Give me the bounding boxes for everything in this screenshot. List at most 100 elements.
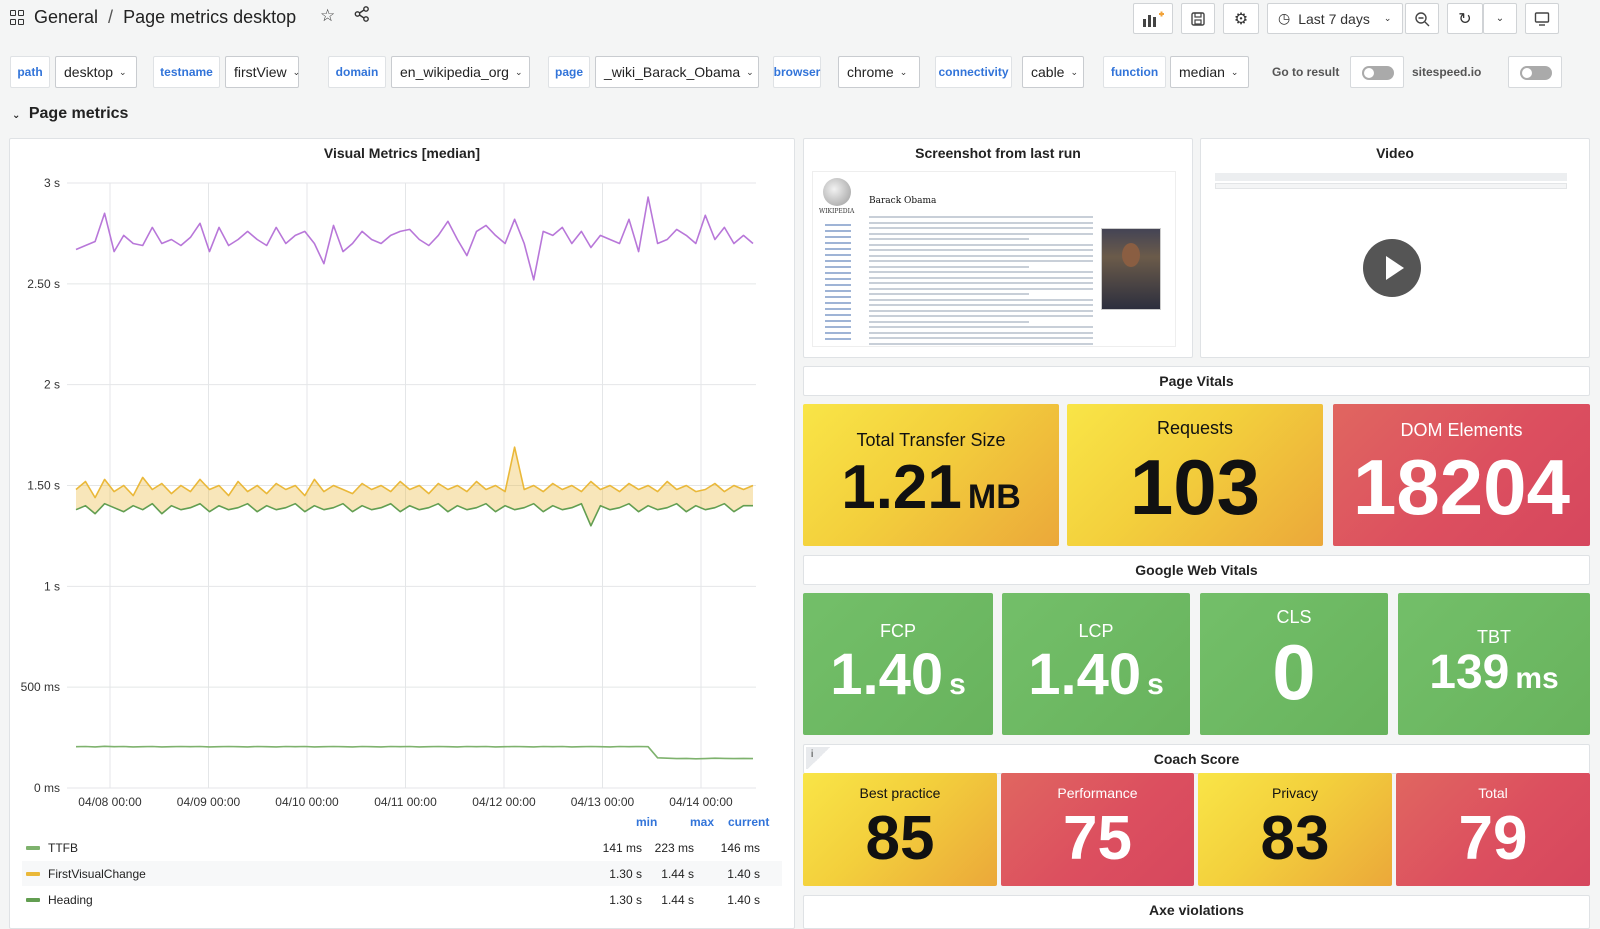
legend-row[interactable]: FirstVisualChange 1.30 s 1.44 s 1.40 s <box>22 861 782 886</box>
time-range-picker[interactable]: ◷ Last 7 days ⌄ <box>1267 3 1403 34</box>
legend-series-name[interactable]: FirstVisualChange <box>48 867 146 881</box>
screenshot-panel: Screenshot from last run WIKIPEDIA Barac… <box>803 138 1193 358</box>
series-line-ttfb <box>75 745 754 760</box>
breadcrumb-separator: / <box>108 7 114 27</box>
star-icon[interactable]: ☆ <box>320 6 336 25</box>
variable-value: chrome <box>847 64 894 80</box>
top-navbar: General / Page metrics desktop ☆ ⚙ ◷ Las… <box>0 0 1600 40</box>
save-dashboard-button[interactable] <box>1181 3 1215 34</box>
wiki-sidebar-link <box>825 338 851 340</box>
add-panel-button[interactable] <box>1133 3 1173 34</box>
stat-value: 1.40 s <box>830 642 966 707</box>
wiki-text-line <box>869 315 1093 317</box>
wiki-sidebar-link <box>825 236 851 238</box>
stat-label: CLS <box>1276 607 1312 627</box>
sitespeed-label: sitespeed.io <box>1412 65 1482 79</box>
add-panel-icon <box>1143 11 1164 27</box>
sitespeed-toggle[interactable] <box>1508 56 1562 88</box>
dashboard-title[interactable]: Page metrics desktop <box>123 7 297 27</box>
legend-header-current[interactable]: current <box>728 815 770 829</box>
panel-title: Coach Score <box>1153 751 1240 767</box>
stat-dom-elements[interactable]: DOM Elements 18204 <box>1333 404 1590 546</box>
variable-select-browser[interactable]: chrome ⌄ <box>838 56 920 88</box>
chevron-down-icon: ⌄ <box>514 66 523 77</box>
wiki-text-line <box>869 243 1093 246</box>
visual-metrics-chart[interactable]: 0 ms 500 ms 1 s 1.50 s 2 s 2.50 s 3 s 04/08 00:… <box>10 139 796 819</box>
legend-row[interactable]: Heading 1.30 s 1.44 s 1.40 s <box>22 887 782 912</box>
stat-total-transfer-size[interactable]: Total Transfer Size 1.21 MB <box>803 404 1059 546</box>
legend-header-min[interactable]: min <box>636 815 658 829</box>
video-browser-toolbar <box>1215 173 1567 181</box>
variable-select-domain[interactable]: en_wikipedia_org ⌄ <box>391 56 530 88</box>
stat-fcp[interactable]: FCP 1.40 s <box>803 593 993 735</box>
info-icon[interactable]: i <box>806 747 832 769</box>
wiki-sidebar-link <box>825 272 851 274</box>
stat-tbt[interactable]: TBT 139 ms <box>1398 593 1590 735</box>
wiki-text-line <box>869 265 1029 268</box>
wiki-sidebar-link <box>825 260 851 262</box>
variable-select-testname[interactable]: firstView ⌄ <box>225 56 300 88</box>
video-address-bar <box>1215 183 1567 189</box>
stat-total[interactable]: Total 79 <box>1396 773 1590 886</box>
stat-requests[interactable]: Requests 103 <box>1067 404 1323 546</box>
stat-label: Privacy <box>1272 785 1318 801</box>
zoom-out-button[interactable] <box>1405 3 1439 34</box>
stat-value: 83 <box>1260 804 1330 873</box>
legend-series-name[interactable]: Heading <box>48 893 93 907</box>
stat-label: Best practice <box>859 785 941 801</box>
panel-title: Screenshot from last run <box>915 145 1081 161</box>
dashboards-grid-icon[interactable] <box>10 10 26 26</box>
x-tick-label: 04/10 00:00 <box>275 795 339 809</box>
x-tick-label: 04/08 00:00 <box>78 795 142 809</box>
tv-mode-button[interactable] <box>1525 3 1559 34</box>
wiki-text-line <box>869 232 1093 235</box>
stat-privacy[interactable]: Privacy 83 <box>1198 773 1392 886</box>
refresh-icon: ↻ <box>1458 10 1472 28</box>
stat-lcp[interactable]: LCP 1.40 s <box>1002 593 1190 735</box>
settings-button[interactable]: ⚙ <box>1223 3 1259 34</box>
legend-header-max[interactable]: max <box>690 815 715 829</box>
variable-select-page[interactable]: _wiki_Barack_Obama ⌄ <box>595 56 759 88</box>
stat-label: Total Transfer Size <box>856 430 1006 450</box>
wiki-text-line <box>869 216 1093 218</box>
stat-best-practice[interactable]: Best practice 85 <box>803 773 997 886</box>
play-icon[interactable] <box>1363 239 1421 297</box>
legend-max-value: 1.44 s <box>661 893 694 907</box>
wiki-text-line <box>869 287 1093 290</box>
go-to-result-toggle[interactable] <box>1350 56 1404 88</box>
y-tick-label: 3 s <box>44 176 60 190</box>
y-tick-label: 1 s <box>44 579 60 593</box>
variable-select-function[interactable]: median ⌄ <box>1170 56 1249 88</box>
refresh-button[interactable]: ↻ <box>1447 3 1483 34</box>
x-tick-label: 04/12 00:00 <box>472 795 536 809</box>
variable-label-function: function <box>1103 56 1166 88</box>
google-web-vitals-header: Google Web Vitals <box>803 555 1590 585</box>
screenshot-image[interactable]: WIKIPEDIA Barack Obama <box>812 171 1176 347</box>
stat-value: 103 <box>1129 443 1261 531</box>
stat-label: Performance <box>1057 785 1138 801</box>
series-line-lastvisualchange <box>75 196 754 281</box>
legend-series-name[interactable]: TTFB <box>48 841 78 855</box>
video-player[interactable] <box>1209 171 1573 347</box>
variable-select-connectivity[interactable]: cable ⌄ <box>1022 56 1084 88</box>
x-tick-label: 04/09 00:00 <box>177 795 241 809</box>
share-icon[interactable] <box>354 6 370 27</box>
stat-performance[interactable]: Performance 75 <box>1001 773 1194 886</box>
chevron-down-icon: ⌄ <box>12 110 21 121</box>
wiki-text-line <box>869 254 1093 257</box>
refresh-interval-dropdown[interactable]: ⌄ <box>1483 3 1517 34</box>
x-tick-label: 04/13 00:00 <box>571 795 635 809</box>
legend-row[interactable]: TTFB 141 ms 223 ms 146 ms <box>22 835 782 860</box>
wiki-text-line <box>869 326 1093 328</box>
wiki-sidebar-link <box>825 266 851 268</box>
breadcrumb-folder[interactable]: General <box>34 7 99 27</box>
row-header-page-metrics[interactable]: ⌄ Page metrics <box>12 105 128 123</box>
panel-title[interactable]: Visual Metrics [median] <box>323 145 481 161</box>
wiki-text-line <box>869 221 1093 224</box>
legend-current-value: 146 ms <box>720 841 760 855</box>
stat-cls[interactable]: CLS 0 <box>1200 593 1388 735</box>
wiki-text-line <box>869 331 1093 334</box>
stat-value: 139 ms <box>1429 646 1559 699</box>
variable-select-path[interactable]: desktop ⌄ <box>55 56 137 88</box>
stat-label: LCP <box>1078 621 1114 641</box>
